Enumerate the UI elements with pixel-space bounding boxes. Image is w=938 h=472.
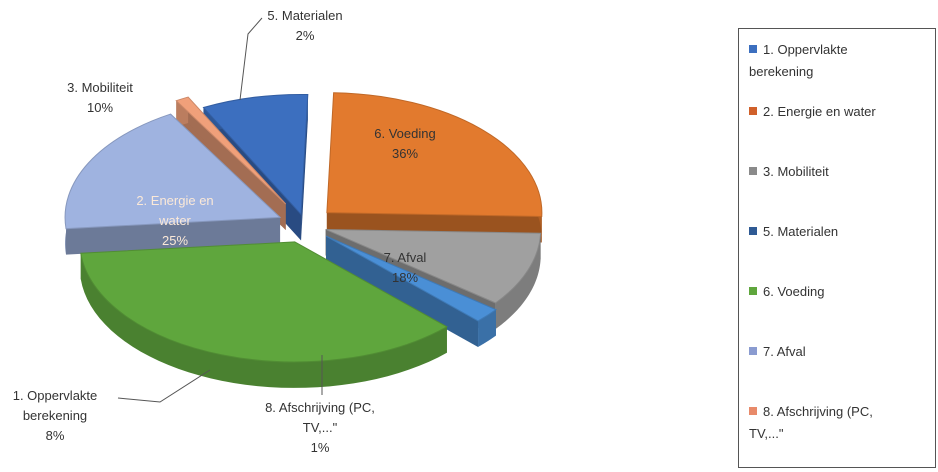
- legend-item: 7. Afval: [749, 341, 935, 363]
- legend-swatch: [749, 287, 757, 295]
- pie-slice-energie: [326, 92, 543, 243]
- leader-line-mat: [239, 17, 263, 101]
- legend-label: TV,...": [749, 426, 784, 441]
- slice-label-opp: 1. Oppervlakte berekening 8%: [13, 388, 98, 443]
- legend-item: 6. Voeding: [749, 281, 935, 303]
- legend-swatch: [749, 45, 757, 53]
- legend-label: 8. Afschrijving (PC,: [763, 404, 873, 419]
- legend-item: 8. Afschrijving (PC, TV,...": [749, 401, 935, 445]
- pie-chart-svg: 1. Oppervlakte berekening 8% 2. Energie en w…: [13, 8, 543, 455]
- legend-item: 1. Oppervlakte berekening: [749, 39, 935, 83]
- legend-label: 1. Oppervlakte: [763, 42, 848, 57]
- legend-swatch: [749, 347, 757, 355]
- slice-label-afschr: 8. Afschrijving (PC, TV,..." 1%: [265, 400, 375, 455]
- slice-label-voeding: 6. Voeding 36%: [374, 126, 435, 161]
- legend-swatch: [749, 227, 757, 235]
- legend-item: 3. Mobiliteit: [749, 161, 935, 183]
- slice-label-mob: 3. Mobiliteit 10%: [67, 80, 133, 115]
- slice-label-energie: 2. Energie en water 25%: [136, 193, 213, 248]
- legend-item: 5. Materialen: [749, 221, 935, 243]
- slice-label-mat: 5. Materialen 2%: [267, 8, 342, 43]
- legend-item: 2. Energie en water: [749, 101, 935, 123]
- legend-label: 3. Mobiliteit: [763, 164, 829, 179]
- legend-label: 2. Energie en water: [763, 104, 876, 119]
- pie-slice-voeding: [80, 241, 448, 388]
- pie-slice-mat: [325, 235, 497, 347]
- legend-label: 6. Voeding: [763, 284, 825, 299]
- legend-label: 5. Materialen: [763, 224, 839, 239]
- chart-legend: 1. Oppervlakte berekening 2. Energie en wa…: [738, 28, 936, 468]
- leader-line-opp: [117, 369, 211, 403]
- pie-chart: 1. Oppervlakte berekening 8% 2. Energie en w…: [13, 8, 543, 455]
- legend-swatch: [749, 107, 757, 115]
- slice-label-afval: 7. Afval 18%: [384, 250, 427, 285]
- legend-label: berekening: [749, 64, 814, 79]
- legend-swatch: [749, 167, 757, 175]
- legend-swatch: [749, 407, 757, 415]
- legend-label: 7. Afval: [763, 344, 806, 359]
